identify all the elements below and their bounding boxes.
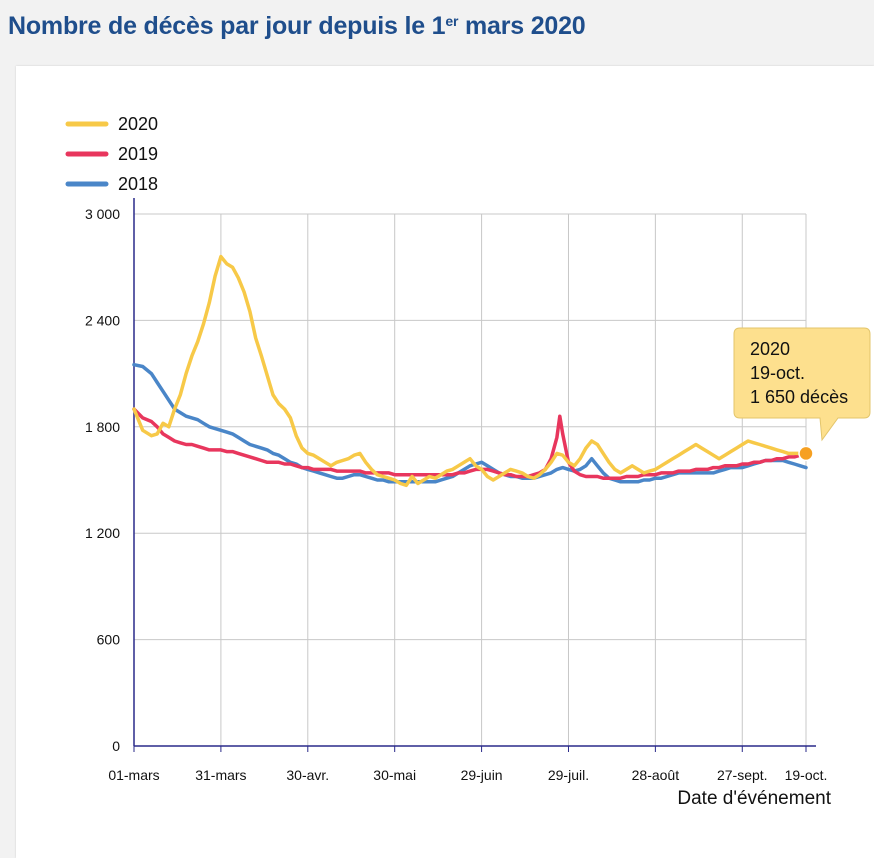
legend-label-2019: 2019 [118, 144, 158, 164]
y-tick-label: 0 [112, 738, 120, 754]
y-tick-label: 600 [97, 632, 121, 648]
x-tick-label: 30-mai [373, 767, 416, 783]
x-tick-label: 29-juil. [548, 767, 589, 783]
series-line-2018 [132, 362, 808, 484]
tooltip-series: 2020 [750, 339, 790, 359]
x-tick-label: 19-oct. [785, 767, 828, 783]
chart-card: 0 600 1 200 1 800 2 400 3 000 01-mars 31-mars 30… [16, 66, 874, 858]
legend-label-2020: 2020 [118, 114, 158, 134]
x-tick-label: 27-sept. [717, 767, 768, 783]
line-chart: 0 600 1 200 1 800 2 400 3 000 01-mars 31-mars 30… [65, 114, 871, 809]
tooltip-date: 19-oct. [750, 363, 805, 383]
y-tick-label: 1 800 [85, 419, 120, 435]
y-tick-label: 2 400 [85, 312, 120, 328]
y-tick-label: 1 200 [85, 525, 120, 541]
tooltip-marker[interactable] [798, 445, 814, 462]
x-tick-label: 31-mars [195, 767, 246, 783]
x-tick-label: 01-mars [108, 767, 159, 783]
x-tick-label: 30-avr. [286, 767, 329, 783]
x-tick-label: 28-août [632, 767, 680, 783]
tooltip-box [733, 327, 871, 442]
y-tick-label: 3 000 [85, 206, 120, 222]
series-line-2019 [132, 407, 808, 480]
x-axis-title: Date d'événement [677, 788, 831, 809]
page-title: Nombre de décès par jour depuis le 1er m… [8, 12, 586, 40]
series-line-2020 [132, 254, 808, 488]
legend-label-2018: 2018 [118, 174, 158, 194]
x-tick-label: 29-juin [461, 767, 503, 783]
tooltip-value: 1 650 décès [750, 387, 848, 407]
